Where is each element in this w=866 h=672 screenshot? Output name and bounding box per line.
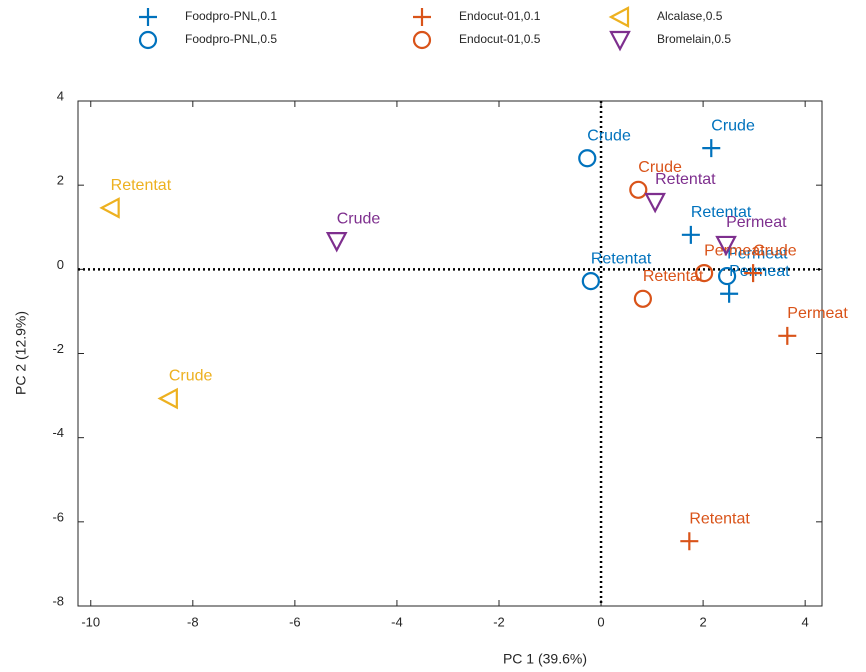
legend-label: Endocut-01,0.5 [459,32,541,46]
point-label: Retentat [655,171,716,188]
point [715,235,737,257]
plot-frame [77,100,823,607]
y-tick-label: 2 [57,173,64,188]
point [325,232,348,253]
point [581,272,600,291]
point [720,284,739,303]
point [695,264,714,283]
y-tick-label: -2 [52,341,64,356]
point [413,8,431,26]
point-label: Crude [169,368,213,385]
point-label: Crude [587,127,631,144]
x-tick-label: -10 [81,614,100,629]
point [778,326,797,345]
point [609,30,631,52]
x-tick-label: -6 [289,614,301,629]
y-tick-label: 0 [57,257,64,272]
x-axis-label: PC 1 (39.6%) [503,651,587,667]
point [138,30,158,50]
y-axis-label: PC 2 (12.9%) [13,311,29,395]
point-label: Retentat [689,510,750,527]
legend-label: Bromelain,0.5 [657,32,731,46]
point-label: Crude [711,117,755,134]
y-tick-label: -6 [52,509,64,524]
x-tick-label: 2 [699,614,706,629]
point-label: Retentat [111,177,172,194]
point [157,387,178,410]
legend-label: Endocut-01,0.1 [459,9,541,23]
point [644,192,666,214]
legend-label: Alcalase,0.5 [657,9,723,23]
point [680,532,699,551]
point [608,6,630,28]
legend-label: Foodpro-PNL,0.1 [185,9,277,23]
point-label: Crude [753,242,797,259]
point [702,139,721,158]
point [99,197,120,219]
point [717,266,737,286]
point-label: Retentat [643,268,704,285]
point-label: Permeat [727,245,788,262]
point-label: Permeat [787,305,848,322]
point-label: Retentat [591,250,652,267]
y-tick-label: 4 [57,88,64,103]
x-tick-label: -4 [391,614,403,629]
x-tick-label: 4 [802,614,809,629]
x-tick-label: 0 [597,614,604,629]
point [633,289,652,308]
point [578,149,597,168]
point [139,8,157,26]
point [681,225,700,244]
point-label: Crude [337,210,381,227]
y-tick-label: -8 [52,593,64,608]
point-label: Permeat [726,214,787,231]
x-tick-label: -2 [493,614,505,629]
x-tick-label: -8 [187,614,199,629]
point [744,264,763,283]
point [412,30,432,50]
point-label: Crude [638,159,682,176]
point-label: Permeat [704,242,765,259]
point [629,180,648,199]
point-label: Permeat [729,263,790,280]
legend-label: Foodpro-PNL,0.5 [185,32,277,46]
y-tick-label: -4 [52,425,64,440]
point-label: Retentat [691,204,752,221]
